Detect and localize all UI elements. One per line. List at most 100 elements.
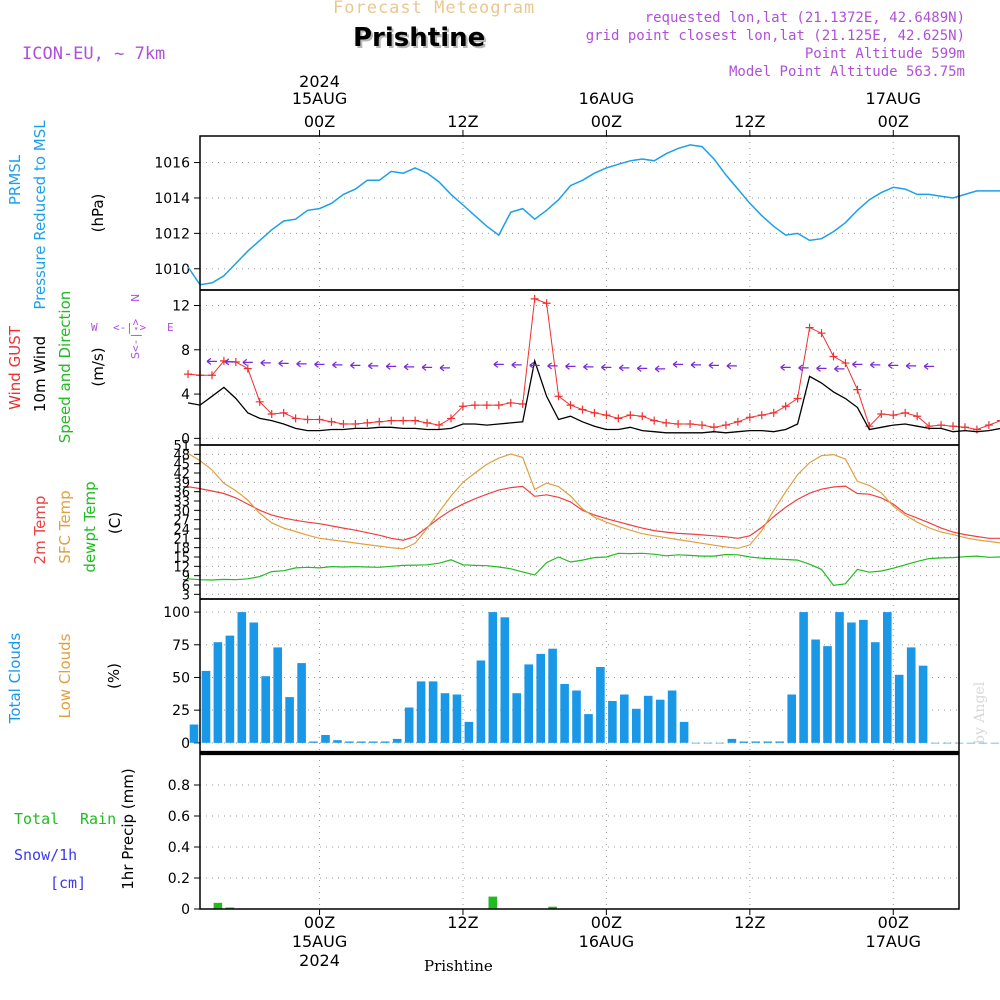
temperature-ytick-label: 21 <box>173 532 190 547</box>
total-cloud-bar <box>345 741 354 743</box>
point-altitude: Point Altitude 599m <box>804 46 965 62</box>
gust-marker <box>614 414 623 423</box>
total-cloud-bar <box>524 664 533 743</box>
precip-ytick-label: 0.6 <box>168 809 190 825</box>
wind-direction-arrow <box>601 363 612 371</box>
total-cloud-bar <box>883 612 892 743</box>
total-cloud-bar <box>751 741 761 743</box>
time-label-bottom: 2024 <box>299 951 340 970</box>
wind-direction-arrow <box>905 362 917 370</box>
wind-direction-arrow <box>403 363 415 371</box>
temperature-ytick-label: 3 <box>182 588 190 603</box>
total-cloud-bar <box>189 724 199 743</box>
total-cloud-bar <box>333 740 342 743</box>
wind-direction-arrow <box>332 361 343 369</box>
total-cloud-bar <box>894 674 904 743</box>
plot-frame <box>199 135 960 910</box>
gust-marker <box>721 421 730 430</box>
compass-n: N <box>129 294 142 302</box>
gust-marker <box>566 401 575 410</box>
precip-unit: 1hr Precip (mm) <box>119 768 137 889</box>
precip-ytick-label: 0.4 <box>168 840 190 856</box>
compass-s: S <box>129 352 142 359</box>
total-cloud-bar <box>213 642 223 743</box>
wind-direction-arrow <box>852 360 863 368</box>
temperature-ytick-label: 18 <box>173 542 190 557</box>
total-cloud-bar <box>512 693 521 743</box>
time-label-top: 15AUG <box>292 89 347 108</box>
total-cloud-bar <box>285 697 294 743</box>
wind-line <box>187 358 1000 434</box>
gust-marker <box>375 417 384 426</box>
total-cloud-bar <box>225 635 235 743</box>
gust-marker <box>387 416 396 425</box>
compass-arrow-v: <-|-> <box>129 319 142 352</box>
gust-side-label: Wind GUST <box>6 325 24 410</box>
gust-marker <box>363 418 372 427</box>
time-label-top: 00Z <box>304 112 335 131</box>
gust-marker <box>542 299 551 308</box>
total-cloud-bar <box>643 695 653 743</box>
temperature-ytick-label: 24 <box>173 523 190 538</box>
wind-direction-arrow <box>493 360 504 368</box>
wind-direction-arrow <box>780 363 791 371</box>
temperature-ytick-label: 48 <box>173 448 190 463</box>
wind-direction-arrow <box>511 361 522 369</box>
meteogram-super-title: Forecast Meteogram <box>333 0 536 18</box>
temperature-ytick-label: 12 <box>173 560 190 575</box>
gust-marker <box>817 329 826 338</box>
model-point-altitude: Model Point Altitude 563.75m <box>728 64 965 80</box>
credit-watermark: by Angel <box>972 681 988 744</box>
wind-direction-arrow <box>798 364 809 372</box>
snow-label: Snow/1h <box>14 846 77 864</box>
dewpt-line <box>187 552 1000 586</box>
wind-ytick-label: 0 <box>181 431 190 447</box>
gust-marker <box>626 411 635 420</box>
rain-bar <box>213 902 223 909</box>
footer-location: Prishtine <box>424 957 493 975</box>
gust-marker <box>518 400 527 409</box>
gust-marker <box>698 421 707 430</box>
temperature-ytick-label: 9 <box>182 570 190 585</box>
total-cloud-bar <box>966 742 976 744</box>
sfc-temp-line <box>187 452 1000 550</box>
gust-marker <box>662 418 671 427</box>
time-label-top: 00Z <box>878 112 909 131</box>
clouds-ytick-label: 100 <box>163 605 190 621</box>
credit-text: by Angel <box>972 681 988 744</box>
time-label-bottom: 00Z <box>878 913 909 932</box>
gust-marker <box>984 421 993 430</box>
precip-ytick-label: 0.8 <box>168 778 190 794</box>
gust-marker <box>686 419 695 428</box>
gust-marker <box>602 411 611 420</box>
precip-ytick-label: 0 <box>181 902 190 918</box>
time-label-top: 2024 <box>299 72 340 91</box>
total-cloud-bar <box>787 694 796 743</box>
wind-direction-arrow <box>385 362 397 370</box>
low-clouds-side-label: Low Clouds <box>56 633 74 718</box>
total-cloud-bar <box>930 742 940 744</box>
wind-direction-arrow <box>278 359 289 367</box>
wind-direction-arrow <box>547 362 558 370</box>
wind-direction-arrow <box>260 359 271 367</box>
temperature-ytick-label: 33 <box>173 495 190 510</box>
total-cloud-bar <box>978 742 988 744</box>
gust-marker <box>745 413 754 422</box>
model-label: ICON-EU, ~ 7km <box>22 44 166 64</box>
total-cloud-bar <box>560 684 569 743</box>
rain-label-rain: Rain <box>80 810 116 828</box>
gust-marker <box>757 411 766 420</box>
temperature-ytick-label: 30 <box>173 504 190 519</box>
total-cloud-bar <box>620 694 629 743</box>
gust-marker <box>937 421 946 430</box>
wind-direction-arrow <box>654 365 666 373</box>
gust-marker <box>184 370 193 379</box>
total-clouds-side-label: Total Clouds <box>6 633 24 725</box>
temperature-ytick-label: 51 <box>173 439 190 454</box>
total-cloud-bar <box>608 701 617 743</box>
clouds-ytick-label: 50 <box>172 670 190 686</box>
gust-marker <box>530 294 539 303</box>
total-cloud-bar <box>691 742 701 744</box>
temperature-ytick-label: 36 <box>173 486 190 501</box>
gust-marker <box>709 423 718 432</box>
